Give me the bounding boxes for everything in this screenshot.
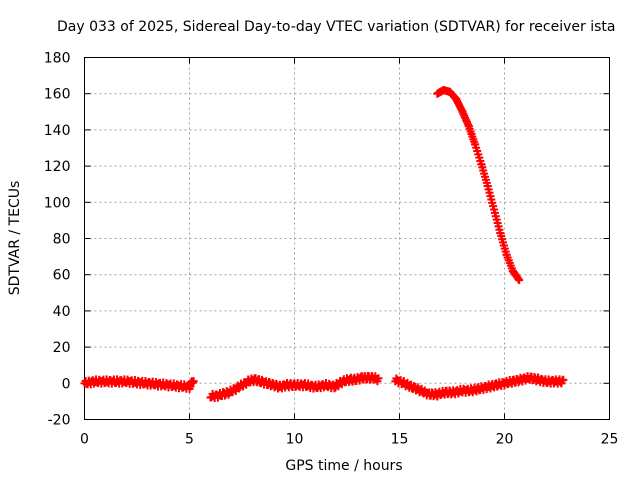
y-tick-label: 80 <box>53 232 71 248</box>
x-tick-label: 5 <box>185 432 194 448</box>
y-tick-label: 0 <box>62 376 71 392</box>
series-rising-arc <box>433 86 524 285</box>
x-tick-label: 0 <box>80 432 89 448</box>
y-tick-label: 60 <box>53 268 71 284</box>
data-point <box>189 377 198 386</box>
y-tick-label: -20 <box>48 413 71 429</box>
grid-lines <box>84 57 610 420</box>
chart-title: Day 033 of 2025, Sidereal Day-to-day VTE… <box>57 19 615 35</box>
x-tick-label: 25 <box>601 432 619 448</box>
y-tick-label: 120 <box>44 159 71 175</box>
y-tick-label: 100 <box>44 195 71 211</box>
x-tick-label: 20 <box>496 432 514 448</box>
x-tick-label: 10 <box>286 432 304 448</box>
y-tick-label: 160 <box>44 87 71 103</box>
x-axis-label: GPS time / hours <box>285 458 402 474</box>
data-point <box>374 374 383 383</box>
y-tick-label: 20 <box>53 340 71 356</box>
data-point <box>515 276 524 285</box>
y-tick-label: 40 <box>53 304 71 320</box>
series-low-band <box>80 372 568 403</box>
y-tick-label: 140 <box>44 123 71 139</box>
axis-ticks: -20 0 20 40 60 80 100 120 140 160 180 0 5 10 15 20 25 <box>44 51 619 448</box>
y-axis-label: SDTVAR / TECUs <box>7 181 23 296</box>
data-point <box>559 375 568 384</box>
y-tick-label: 180 <box>44 51 71 67</box>
x-tick-label: 15 <box>391 432 409 448</box>
data-points <box>80 86 568 403</box>
